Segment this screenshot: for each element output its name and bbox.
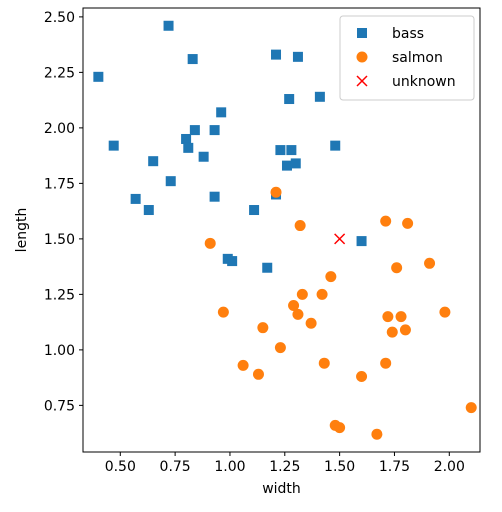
bass-point — [330, 140, 341, 151]
y-tick-label: 1.25 — [44, 287, 75, 303]
y-axis-label: length — [14, 208, 30, 253]
series-bass — [93, 20, 367, 273]
x-tick-label: 1.00 — [214, 459, 245, 475]
salmon-point — [252, 368, 264, 380]
x-tick-label: 0.75 — [160, 459, 191, 475]
bass-point — [165, 176, 176, 187]
salmon-point — [371, 428, 383, 440]
salmon-point — [356, 371, 368, 383]
y-tick-label: 2.50 — [44, 10, 75, 26]
bass-point — [275, 145, 286, 156]
x-tick-label: 0.50 — [105, 459, 136, 475]
y-tick-label: 1.75 — [44, 176, 75, 192]
bass-point — [271, 49, 282, 60]
legend-item-salmon: salmon — [356, 50, 443, 66]
bass-point — [187, 54, 198, 65]
salmon-point — [399, 324, 411, 336]
bass-point — [143, 205, 154, 216]
y-tick-label: 1.00 — [44, 343, 75, 359]
series-unknown — [334, 233, 346, 245]
y-axis-ticks: 0.75 1.00 1.25 1.50 1.75 2.00 2.25 2.50 — [44, 10, 83, 414]
bass-point — [284, 94, 295, 105]
legend-item-unknown: unknown — [356, 74, 456, 90]
x-tick-label: 1.25 — [269, 459, 300, 475]
salmon-point — [237, 359, 249, 371]
salmon-point — [316, 288, 328, 300]
unknown-point — [334, 233, 346, 245]
legend-label-salmon: salmon — [392, 50, 443, 66]
x-tick-label: 2.00 — [434, 459, 465, 475]
salmon-point — [296, 288, 308, 300]
legend-box — [339, 15, 475, 101]
bass-point — [249, 205, 260, 216]
bass-point — [356, 236, 367, 247]
bass-point — [209, 191, 220, 202]
y-tick-label: 2.25 — [44, 65, 75, 81]
salmon-point — [424, 257, 436, 269]
x-tick-label: 1.75 — [379, 459, 410, 475]
legend-label-unknown: unknown — [392, 74, 456, 90]
legend-item-bass: bass — [357, 26, 424, 42]
bass-point — [216, 107, 227, 118]
salmon-point — [288, 299, 300, 311]
bass-point — [163, 20, 174, 31]
legend-marker-bass — [357, 28, 367, 38]
salmon-point — [395, 311, 407, 323]
y-tick-label: 1.50 — [44, 232, 75, 248]
legend: bass salmon unknown — [339, 15, 475, 101]
bass-point — [148, 156, 159, 167]
bass-point — [108, 140, 119, 151]
x-tick-label: 1.50 — [324, 459, 355, 475]
salmon-point — [402, 217, 414, 229]
bass-point — [292, 51, 303, 62]
salmon-point — [439, 306, 451, 318]
salmon-point — [292, 308, 304, 320]
series-salmon — [204, 186, 477, 440]
bass-point — [93, 71, 104, 82]
salmon-point — [294, 220, 306, 232]
x-axis-label: width — [262, 481, 301, 497]
bass-point — [183, 142, 194, 153]
salmon-point — [325, 271, 337, 283]
bass-point — [209, 125, 220, 136]
salmon-point — [305, 317, 317, 329]
axes-frame — [82, 7, 481, 453]
salmon-point — [380, 357, 392, 369]
salmon-point — [318, 357, 330, 369]
bass-point — [198, 151, 209, 162]
bass-point — [181, 133, 192, 144]
salmon-point — [380, 215, 392, 227]
bass-point — [189, 125, 200, 136]
salmon-point — [465, 402, 477, 414]
bass-point — [281, 160, 292, 171]
legend-label-bass: bass — [392, 26, 424, 42]
legend-marker-salmon — [356, 51, 368, 63]
salmon-point — [386, 326, 398, 338]
y-tick-label: 2.00 — [44, 121, 75, 137]
bass-point — [130, 193, 141, 204]
legend-marker-unknown — [356, 75, 368, 87]
bass-point — [262, 262, 273, 273]
x-axis-ticks: 0.50 0.75 1.00 1.25 1.50 1.75 2.00 — [105, 452, 465, 475]
salmon-point — [270, 186, 282, 198]
salmon-point — [204, 237, 216, 249]
bass-point — [290, 158, 301, 169]
salmon-point — [334, 422, 346, 434]
y-tick-label: 0.75 — [44, 398, 75, 414]
salmon-point — [274, 342, 286, 354]
bass-point — [227, 256, 238, 267]
salmon-point — [217, 306, 229, 318]
salmon-point — [382, 311, 394, 323]
bass-point — [314, 91, 325, 102]
salmon-point — [391, 262, 403, 274]
bass-point — [286, 145, 297, 156]
plot-marks — [93, 20, 477, 440]
salmon-point — [257, 322, 269, 334]
